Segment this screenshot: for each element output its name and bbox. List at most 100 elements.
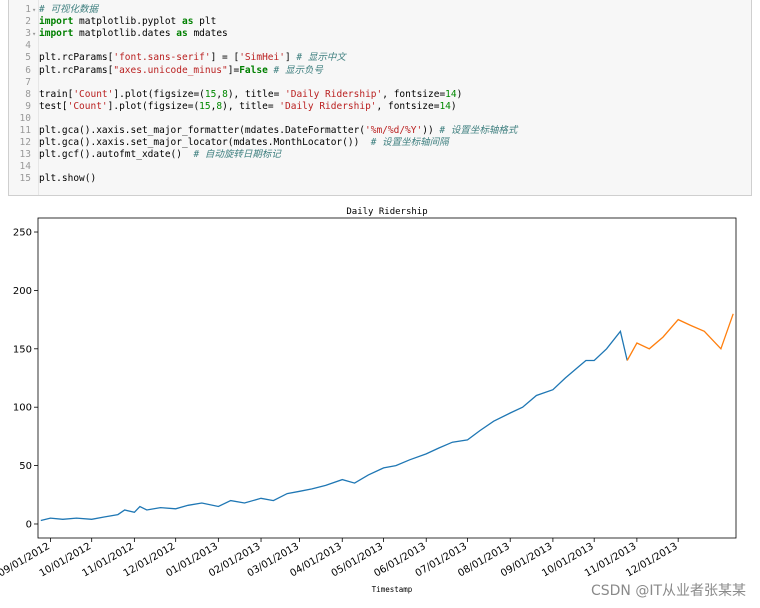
- code-line[interactable]: 5 plt.rcParams['font.sans-serif'] = ['Sim…: [9, 51, 751, 65]
- line-number: 14: [19, 161, 31, 173]
- code-token: # 自动旋转日期标记: [193, 149, 281, 161]
- code-line[interactable]: 4: [9, 39, 751, 53]
- code-token: ,: [216, 88, 223, 100]
- line-number: 11: [19, 125, 31, 136]
- code-token: 8: [222, 88, 228, 100]
- code-text: import matplotlib.dates as mdates: [39, 27, 228, 41]
- code-token: ] = [: [210, 52, 240, 64]
- code-text: plt.gca().xaxis.set_major_locator(mdates…: [39, 136, 449, 150]
- code-line[interactable]: 13 plt.gcf().autofmt_xdate() # 自动旋转日期标记: [9, 148, 751, 162]
- code-token: 15: [199, 100, 211, 112]
- code-token: as: [176, 28, 188, 40]
- line-number-gutter: [9, 0, 39, 195]
- code-token: # 显示中文: [296, 52, 346, 64]
- series-line-1: [626, 313, 734, 361]
- line-number: 10: [19, 112, 31, 124]
- code-text: plt.gcf().autofmt_xdate() # 自动旋转日期标记: [39, 148, 281, 162]
- line-number: 12: [19, 137, 31, 149]
- code-token: train[: [39, 88, 74, 100]
- code-token: test[: [39, 100, 68, 112]
- y-tick-label: 200: [13, 286, 32, 297]
- code-token: plt.rcParams[: [39, 64, 114, 76]
- code-line[interactable]: 15 plt.show(): [9, 172, 751, 186]
- code-token: plt.show(): [39, 173, 97, 185]
- code-token: "axes.unicode_minus": [113, 64, 228, 76]
- code-token: 15: [204, 88, 217, 100]
- code-token: ): [456, 88, 463, 100]
- code-token: matplotlib.pyplot: [73, 16, 182, 28]
- watermark: CSDN @IT从业者张某某: [590, 583, 746, 599]
- code-token: plt.gca().xaxis.set_major_formatter(mdat…: [39, 125, 366, 136]
- line-number: 13: [19, 149, 31, 161]
- code-token: import: [39, 16, 74, 28]
- code-line[interactable]: 7: [9, 76, 751, 90]
- code-token: plt.gcf().autofmt_xdate(): [39, 149, 194, 161]
- line-number: 9: [25, 100, 31, 112]
- line-chart: Daily Ridership Timestamp 0 50 100 150 200 25…: [0, 207, 737, 594]
- code-cell[interactable]: 1 ▾ # 可视化数据 2 import matplotlib.pyplot as pl…: [8, 0, 752, 196]
- line-number: 5: [25, 52, 31, 64]
- code-token: as: [182, 16, 194, 28]
- y-tick-label: 100: [13, 403, 32, 414]
- code-token: , fontsize=: [382, 88, 446, 100]
- x-axis: 09/01/201210/01/201211/01/201212/01/2012…: [0, 538, 680, 579]
- code-line[interactable]: 2 import matplotlib.pyplot as plt: [9, 15, 751, 29]
- code-token: matplotlib.dates: [73, 28, 177, 40]
- code-token: 'SimHei': [239, 52, 285, 64]
- y-axis: 0 50 100 150 200 250: [13, 228, 38, 530]
- code-token: import: [39, 28, 74, 40]
- code-token: ): [450, 100, 457, 112]
- code-token: plt.gca().xaxis.set_major_locator(mdates…: [39, 137, 371, 149]
- line-number: 8: [25, 88, 31, 100]
- code-token: 'font.sans-serif': [113, 52, 211, 64]
- code-token: # 显示负号: [273, 64, 323, 76]
- code-text: plt.gca().xaxis.set_major_formatter(mdat…: [39, 124, 517, 138]
- code-line[interactable]: 14: [9, 160, 751, 174]
- line-number: 3: [25, 28, 31, 40]
- code-token: 'Daily Ridership': [279, 100, 377, 112]
- code-token: ]: [284, 52, 297, 64]
- code-token: mdates: [187, 28, 228, 40]
- line-number: 1: [25, 4, 31, 15]
- code-line[interactable]: 10: [9, 112, 751, 126]
- code-token: , fontsize=: [376, 100, 440, 112]
- chart-title: Daily Ridership: [346, 207, 427, 217]
- code-line[interactable]: 1 ▾ # 可视化数据: [9, 3, 751, 17]
- code-token: )): [422, 125, 440, 136]
- code-token: 'Count': [73, 88, 114, 100]
- line-number: 7: [25, 76, 31, 88]
- line-number: 4: [25, 40, 31, 52]
- code-token: # 可视化数据: [39, 4, 98, 15]
- code-line[interactable]: 9 test['Count'].plot(figsize=(15,8), titl…: [9, 100, 751, 114]
- y-tick-label: 150: [13, 344, 32, 355]
- code-token: # 设置坐标轴间隔: [370, 137, 449, 149]
- code-text: import matplotlib.pyplot as plt: [39, 15, 216, 29]
- code-token: False: [239, 64, 268, 76]
- code-token: plt: [193, 16, 217, 28]
- code-token: '%m/%d/%Y': [365, 125, 423, 136]
- series-line-0: [40, 329, 628, 522]
- code-token: ), title=: [222, 100, 280, 112]
- code-line[interactable]: 11 plt.gca().xaxis.set_major_formatter(md…: [9, 124, 751, 138]
- y-tick-label: 0: [26, 519, 32, 530]
- code-line[interactable]: 3 ▾ import matplotlib.dates as mdates: [9, 27, 751, 41]
- line-number: 2: [25, 16, 31, 28]
- fold-arrow-icon[interactable]: ▾: [32, 6, 37, 14]
- y-tick-label: 250: [13, 228, 32, 239]
- code-token: ,: [210, 100, 217, 112]
- series-group: [40, 313, 734, 522]
- code-line[interactable]: 6 plt.rcParams["axes.unicode_minus"]=Fals…: [9, 64, 751, 78]
- plot-area: [37, 217, 737, 539]
- code-token: # 设置坐标轴格式: [439, 125, 518, 136]
- fold-arrow-icon[interactable]: ▾: [32, 30, 37, 39]
- code-line[interactable]: 8 train['Count'].plot(figsize=(15,8), tit…: [9, 88, 751, 102]
- y-tick-label: 50: [19, 461, 32, 472]
- code-token: 'Daily Ridership': [285, 88, 383, 100]
- code-text: # 可视化数据: [39, 3, 98, 17]
- code-token: 14: [445, 88, 457, 100]
- code-token: plt.rcParams[: [39, 52, 114, 64]
- code-line[interactable]: 12 plt.gca().xaxis.set_major_locator(mdat…: [9, 136, 751, 150]
- code-text: plt.rcParams['font.sans-serif'] = ['SimH…: [39, 51, 346, 65]
- line-number: 15: [19, 173, 31, 185]
- code-token: ), title=: [227, 88, 286, 100]
